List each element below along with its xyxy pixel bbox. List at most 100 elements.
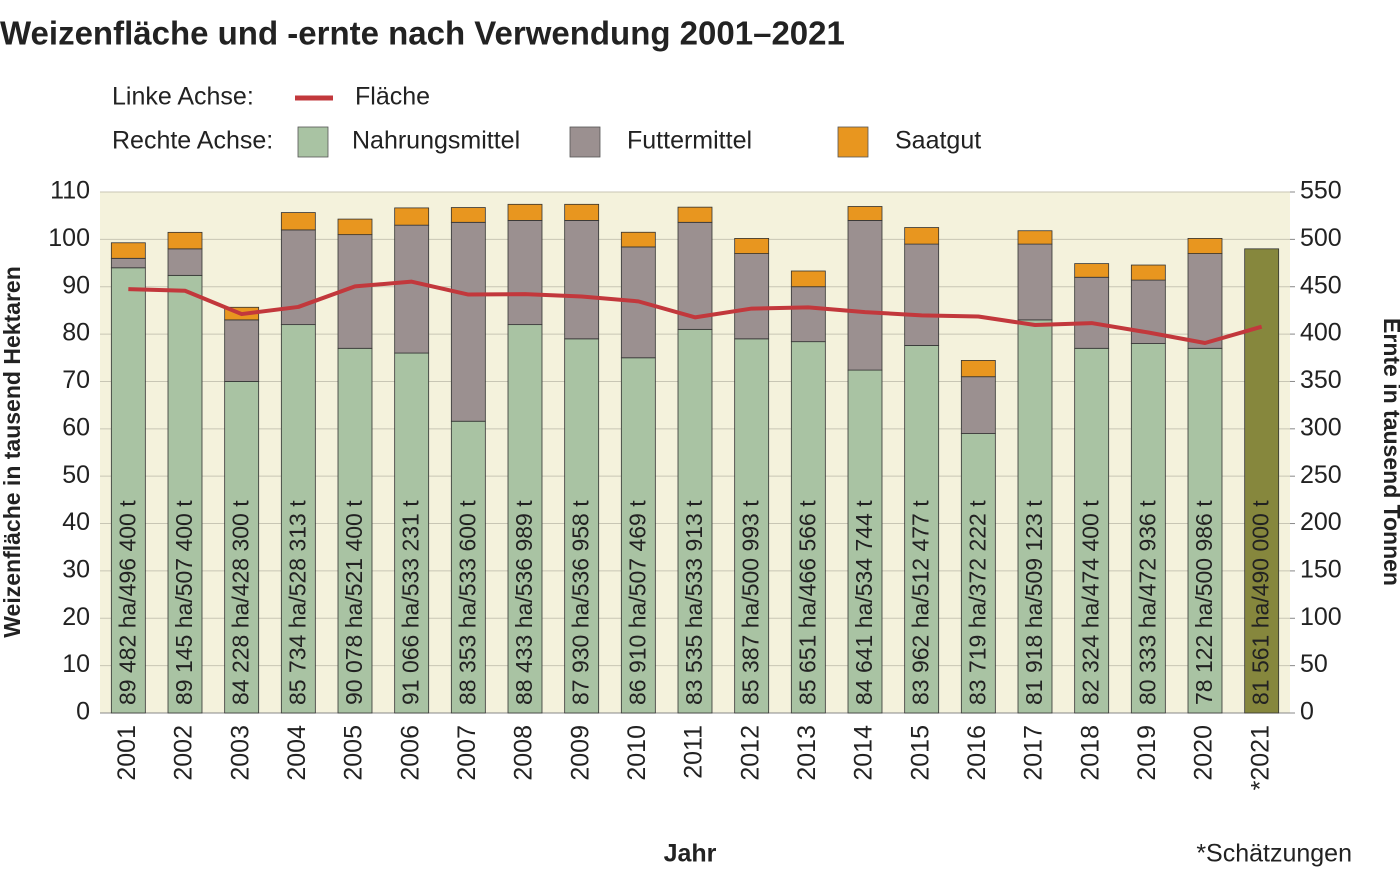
bar-segment (904, 243, 940, 346)
bar-segment (564, 338, 600, 714)
y2-tick-label: 350 (1300, 366, 1342, 394)
bar-label: 89 145 ha/507 400 t (171, 500, 197, 705)
y-axis-label: Weizenfläche in tausend Hektaren (0, 266, 25, 638)
bar-segment (847, 206, 883, 221)
bar-label: 78 122 ha/500 986 t (1191, 500, 1217, 705)
bar-segment (960, 360, 996, 378)
x-tick-label: 2011 (680, 725, 708, 779)
bar-segment (1130, 264, 1166, 281)
y2-tick-label: 450 (1300, 271, 1342, 299)
bar-segment (450, 207, 486, 223)
y2-axis-label: Ernte in tausend Tonnen (1379, 318, 1400, 586)
bar-segment (450, 420, 486, 714)
bar-label: 88 433 ha/536 989 t (511, 500, 537, 705)
bar-segment (167, 231, 203, 250)
legend-label: Futtermittel (627, 127, 752, 155)
legend-label: Fläche (355, 83, 430, 111)
y-tick-label: 30 (62, 556, 90, 584)
x-tick-label: 2017 (1020, 725, 1048, 781)
bar-segment (1074, 347, 1110, 714)
bar-segment (394, 352, 430, 714)
y2-tick-label: 0 (1300, 698, 1314, 726)
legend-label: Saatgut (895, 127, 981, 155)
x-tick-label: 2020 (1190, 725, 1218, 781)
bar-segment (677, 221, 713, 330)
bar-segment (1074, 263, 1110, 278)
bar-segment (904, 345, 940, 714)
y-tick-label: 20 (62, 603, 90, 631)
bar-segment (847, 369, 883, 714)
bar-segment (224, 319, 260, 382)
bar-segment (1187, 238, 1223, 254)
y-tick-label: 90 (62, 271, 90, 299)
y-tick-label: 80 (62, 319, 90, 347)
y2-tick-label: 400 (1300, 319, 1342, 347)
bar-segment (564, 220, 600, 340)
x-tick-label: 2004 (283, 725, 311, 781)
line (128, 279, 1263, 345)
bar-segment (734, 253, 770, 340)
x-tick-label: 2007 (453, 725, 481, 781)
bar-segment (110, 257, 146, 269)
bar-label: 84 228 ha/428 300 t (228, 500, 254, 705)
bar-segment (450, 221, 486, 422)
bar-segment (564, 203, 600, 221)
bar-segment (790, 270, 826, 288)
bar-segment (1074, 276, 1110, 349)
bar-segment (110, 267, 146, 714)
x-tick-label: 2005 (340, 725, 368, 781)
bar-segment (167, 274, 203, 714)
bar-segment (394, 207, 430, 226)
y-tick-label: 0 (76, 698, 90, 726)
bar-segment (734, 338, 770, 714)
bar-segment (734, 238, 770, 254)
y2-tick-label: 50 (1300, 650, 1328, 678)
legend-swatch (297, 126, 329, 158)
bar-label: 81 918 ha/509 123 t (1021, 500, 1047, 705)
x-tick-label: 2016 (963, 725, 991, 781)
y-tick-label: 10 (62, 650, 90, 678)
x-tick-label: 2009 (566, 725, 594, 781)
bar-segment (620, 231, 656, 248)
bar-label: 90 078 ha/521 400 t (341, 500, 367, 705)
x-tick-label: 2006 (396, 725, 424, 781)
x-tick-label: 2002 (170, 725, 198, 781)
bar-label: 85 651 ha/466 566 t (794, 500, 820, 705)
y-tick-label: 100 (48, 224, 90, 252)
bar-segment (904, 227, 940, 245)
y2-tick-label: 500 (1300, 224, 1342, 252)
bar-label: 83 535 ha/533 913 t (681, 500, 707, 705)
bar-label: 81 561 ha/490 000 t (1248, 500, 1274, 705)
bar-segment (847, 220, 883, 371)
bar-label: 85 734 ha/528 313 t (284, 500, 310, 705)
bar-segment (620, 357, 656, 714)
bar-label: 83 719 ha/372 222 t (964, 500, 990, 705)
y2-tick-label: 150 (1300, 556, 1342, 584)
bar-label: 88 353 ha/533 600 t (454, 500, 480, 705)
note: *Schätzungen (1196, 840, 1352, 868)
x-tick-label: *2021 (1246, 725, 1274, 790)
bar-segment (1017, 319, 1053, 714)
x-tick-label: 2003 (226, 725, 254, 781)
y-tick-label: 110 (50, 177, 90, 205)
bar-segment (1187, 347, 1223, 714)
bar-segment (1130, 343, 1166, 714)
x-tick-label: 2014 (850, 725, 878, 781)
bar-segment (960, 376, 996, 434)
bar-segment (1017, 230, 1053, 245)
bar-label: 84 641 ha/534 744 t (851, 500, 877, 705)
x-tick-label: 2013 (793, 725, 821, 781)
y-tick-label: 70 (62, 366, 90, 394)
legend-label: Nahrungsmittel (352, 127, 520, 155)
y2-tick-label: 250 (1300, 461, 1342, 489)
y2-tick-label: 300 (1300, 413, 1342, 441)
x-tick-label: 2012 (736, 725, 764, 781)
bar-label: 83 962 ha/512 477 t (908, 500, 934, 705)
legend-group-label: Linke Achse: (112, 83, 254, 111)
bar-segment (337, 347, 373, 714)
x-tick-label: 2015 (906, 725, 934, 781)
x-axis-label: Jahr (664, 840, 717, 868)
x-tick-label: 2001 (113, 725, 141, 781)
bar-label: 82 324 ha/474 400 t (1078, 500, 1104, 705)
